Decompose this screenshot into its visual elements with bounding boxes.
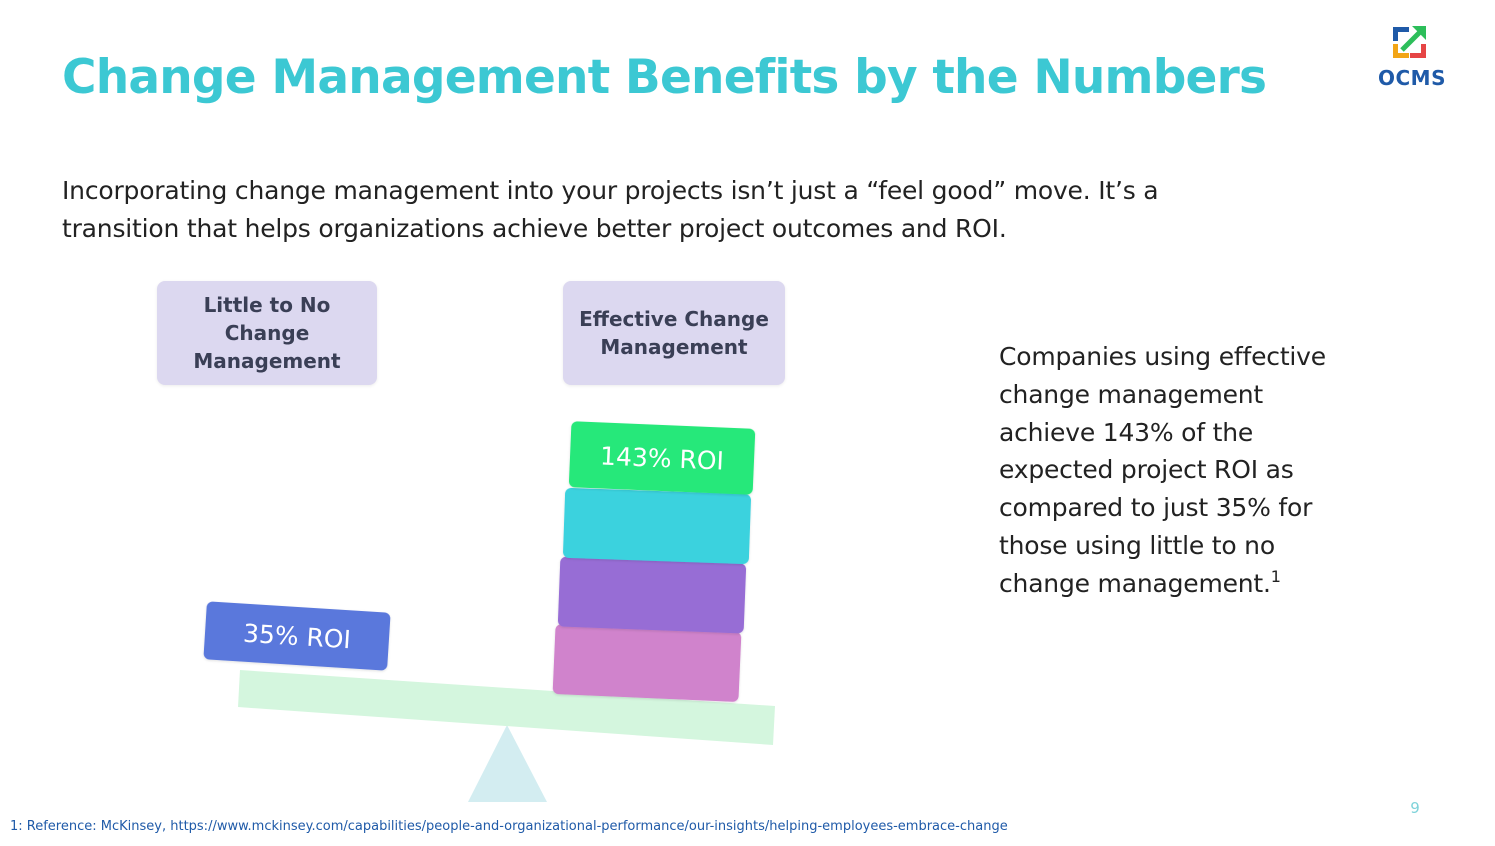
little-to-no-change-label: Little to No Change Management	[157, 281, 377, 385]
slide-title: Change Management Benefits by the Number…	[62, 50, 1267, 105]
left-roi-block: 35% ROI	[203, 601, 391, 671]
left-roi-label: 35% ROI	[242, 619, 352, 655]
footnote-reference: 1	[1270, 566, 1281, 586]
fulcrum-triangle	[468, 725, 547, 802]
roi-comparison-body: Companies using effective change managem…	[999, 342, 1326, 598]
intro-paragraph: Incorporating change management into you…	[62, 176, 1159, 243]
reference-footnote: 1: Reference: McKinsey, https://www.mcki…	[10, 819, 1008, 834]
logo-text: OCMS	[1378, 66, 1446, 90]
right-roi-label: 143% ROI	[600, 441, 725, 475]
effective-change-label: Effective Change Management	[563, 281, 785, 385]
stack-block-pink	[552, 624, 742, 702]
stack-block-purple	[557, 556, 747, 634]
right-roi-block: 143% ROI	[568, 421, 756, 495]
scale-beam	[238, 670, 775, 745]
page-number: 9	[1410, 799, 1420, 817]
logo-arrow-icon	[1393, 26, 1426, 58]
ocms-logo: OCMS	[1370, 22, 1454, 94]
roi-comparison-text: Companies using effective change managem…	[999, 338, 1359, 603]
stack-block-teal	[563, 487, 751, 565]
